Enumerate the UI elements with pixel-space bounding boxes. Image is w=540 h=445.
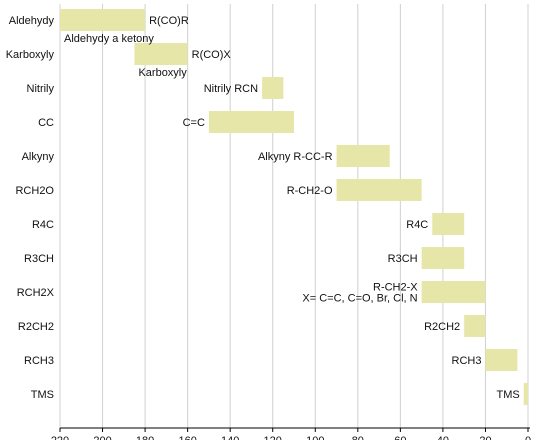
annotation-label: R2CH2 [424,321,460,333]
x-tick-label: 160 [178,435,196,440]
annotation-label: Karboxyly [138,67,187,79]
annotation-label: C=C [183,117,205,129]
bar-nitrily [262,77,284,99]
annotation-label: Alkyny R-CC-R [258,151,333,163]
bar-cc [208,111,294,133]
bar-rch3 [485,349,518,371]
category-label-r2ch2: R2CH2 [18,321,54,333]
annotation-label: R(CO)X [192,49,232,61]
bar-tms [523,383,528,405]
category-label-r3ch: R3CH [24,253,54,265]
annotation-label: R3CH [388,253,418,265]
annotation-label: X= C=C, C=O, Br, Cl, N [302,293,417,305]
category-label-rch3: RCH3 [24,355,54,367]
annotation-label: Aldehydy a ketony [64,33,154,45]
annotation-label: RCH3 [452,355,482,367]
bar-layer [60,9,528,405]
bar-r4c [432,213,465,235]
annotation-label: TMS [497,389,520,401]
x-tick-label: 60 [394,435,406,440]
category-label-alkyny: Alkyny [22,151,55,163]
label-layer: Aldehydy Karboxyly Nitrily CC Alkyny RCH2O R4C… [6,15,520,401]
bar-r3ch [421,247,465,269]
category-label-aldehydy: Aldehydy [9,15,55,27]
category-label-rch2o: RCH2O [15,185,54,197]
category-label-r4c: R4C [32,219,54,231]
annotation-label: Nitrily RCN [204,83,258,95]
bar-alkyny [336,145,390,167]
annotation-label: R4C [406,219,428,231]
bar-rch2x [421,281,486,303]
x-tick-label: 20 [479,435,491,440]
annotation-label: R(CO)R [149,15,189,27]
annotation-label: R-CH2-X [373,282,418,294]
x-tick-label: 0 [525,435,531,440]
x-tick-label: 220 [51,435,69,440]
category-label-karboxyly: Karboxyly [6,49,55,61]
bar-karboxyly [134,43,188,65]
bar-rch2o [336,179,422,201]
x-tick-label: 80 [352,435,364,440]
grid-layer [59,4,529,428]
bar-aldehydy [60,9,146,31]
x-tick-label: 120 [264,435,282,440]
x-tick-label: 100 [306,435,324,440]
x-tick-label: 180 [136,435,154,440]
axis-layer: 220200180160140120100806040200 [51,427,531,445]
category-label-cc: CC [38,117,54,129]
category-label-tms: TMS [31,389,54,401]
x-tick-label: 140 [221,435,239,440]
x-tick-label: 200 [93,435,111,440]
annotation-label: R-CH2-O [287,185,333,197]
category-label-nitrily: Nitrily [27,83,55,95]
x-tick-label: 40 [437,435,449,440]
category-label-rch2x: RCH2X [17,287,55,299]
bar-r2ch2 [464,315,486,337]
